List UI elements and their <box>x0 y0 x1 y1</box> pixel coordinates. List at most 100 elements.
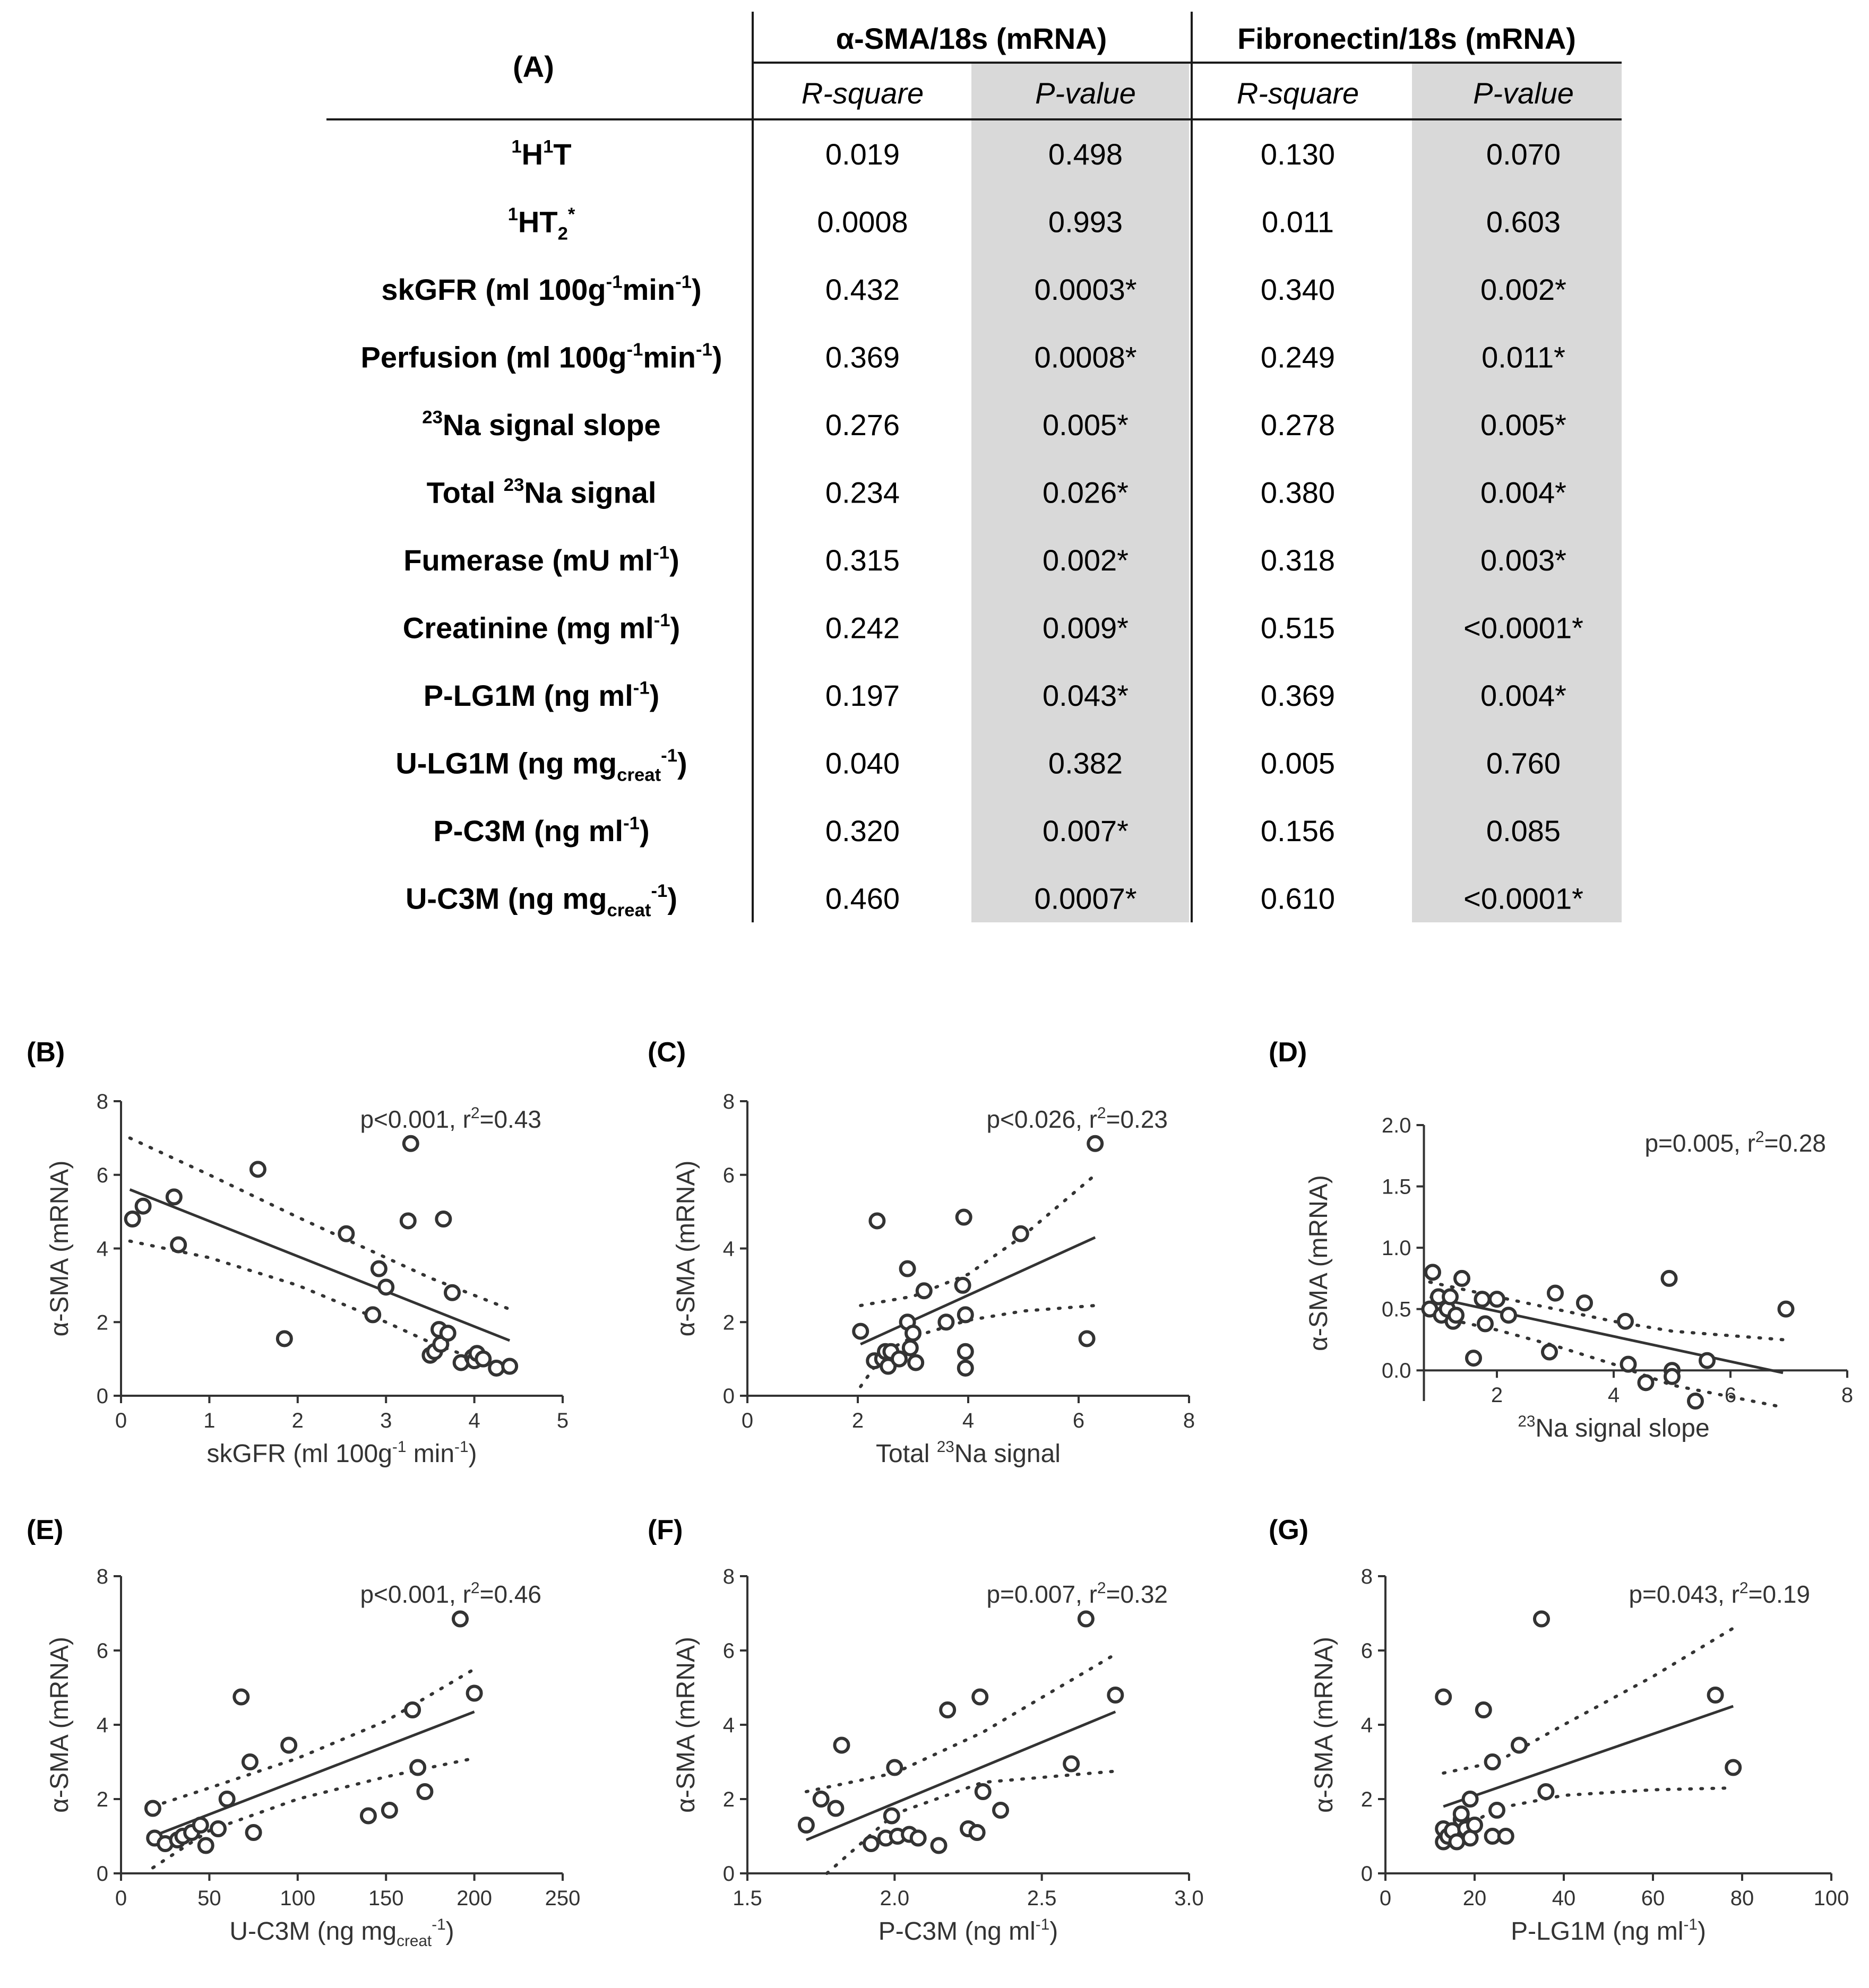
x-tick-label: 3.0 <box>1174 1887 1204 1910</box>
data-point <box>883 1807 900 1825</box>
y-tick-label: 0 <box>723 1862 735 1886</box>
data-point <box>1620 1355 1637 1373</box>
x-tick-label: 80 <box>1730 1887 1754 1910</box>
data-point <box>797 1817 815 1834</box>
table-row: P-LG1M (ng ml-1) 0.197 0.043* 0.369 0.004* <box>424 678 1566 712</box>
row-label: P-LG1M (ng ml-1) <box>424 678 660 712</box>
data-point <box>1475 1701 1492 1718</box>
x-axis-label: Total 23Na signal <box>876 1438 1061 1468</box>
row-value: 0.369 <box>1261 679 1335 712</box>
x-axis-label: U-C3M (ng mgcreat-1) <box>229 1916 454 1950</box>
x-tick-label: 4 <box>468 1409 480 1432</box>
x-tick-label: 60 <box>1641 1887 1665 1910</box>
subheader: P-value <box>1035 76 1136 110</box>
row-value: 0.197 <box>825 679 900 712</box>
table-row: 1HT2* 0.0008 0.993 0.011 0.603 <box>508 204 1561 244</box>
data-point <box>245 1824 262 1841</box>
row-value: 0.315 <box>825 543 900 577</box>
data-point <box>232 1688 250 1706</box>
data-point <box>901 1339 919 1356</box>
data-point <box>249 1161 266 1178</box>
data-point <box>192 1817 209 1834</box>
row-value: 0.0008 <box>817 205 908 239</box>
x-axis-label: P-C3M (ng ml-1) <box>878 1916 1058 1946</box>
y-tick-label: 6 <box>723 1639 735 1663</box>
row-label: Fumerase (mU ml-1) <box>403 543 679 577</box>
data-point <box>409 1759 427 1776</box>
y-tick-label: 2 <box>1361 1788 1373 1811</box>
summary-table: (A) α-SMA/18s (mRNA) Fibronectin/18s (mRNA… <box>326 12 1622 922</box>
row-value: 0.276 <box>825 408 900 442</box>
y-tick-label: 6 <box>97 1164 108 1187</box>
data-point <box>1533 1610 1550 1628</box>
row-value: 0.156 <box>1261 814 1335 848</box>
row-value: 0.498 <box>1048 137 1123 171</box>
data-point <box>905 1325 921 1342</box>
stat-annotation: p=0.007, r2=0.32 <box>986 1579 1168 1608</box>
data-point <box>1488 1802 1505 1819</box>
x-tick-label: 0 <box>115 1887 127 1910</box>
data-point <box>399 1212 417 1230</box>
regression-line <box>805 1710 1116 1842</box>
row-value: 0.007* <box>1043 814 1129 848</box>
data-point <box>1474 1291 1491 1308</box>
data-point <box>937 1313 955 1331</box>
data-point <box>218 1791 236 1808</box>
data-point <box>501 1358 519 1375</box>
y-tick-label: 6 <box>97 1639 108 1663</box>
row-value: 0.043* <box>1043 679 1129 712</box>
data-point <box>1664 1368 1681 1385</box>
data-point <box>1725 1759 1742 1776</box>
panel-label: (E) <box>27 1515 63 1545</box>
x-tick-label: 20 <box>1463 1887 1487 1910</box>
row-value: 0.026* <box>1043 476 1129 509</box>
row-value: 0.234 <box>825 476 900 509</box>
data-point <box>404 1701 421 1718</box>
data-point <box>886 1759 903 1776</box>
row-label: 23Na signal slope <box>422 408 660 442</box>
row-value: 0.249 <box>1261 341 1335 374</box>
y-tick-label: 2 <box>97 1311 108 1334</box>
data-point <box>370 1260 387 1277</box>
row-value: 0.0008* <box>1034 341 1136 374</box>
ci-upper <box>804 1653 1117 1793</box>
x-tick-label: 250 <box>545 1887 581 1910</box>
row-label: 1HT2* <box>508 204 575 244</box>
y-tick-label: 2.0 <box>1382 1114 1411 1137</box>
data-point <box>1537 1783 1555 1800</box>
row-value: 0.610 <box>1261 882 1335 915</box>
ci-upper <box>1442 1627 1735 1775</box>
row-value: 0.380 <box>1261 476 1335 509</box>
data-point <box>444 1284 461 1301</box>
row-label: P-C3M (ng ml-1) <box>433 814 649 848</box>
stat-annotation: p=0.043, r2=0.19 <box>1629 1579 1810 1608</box>
x-tick-label: 8 <box>1841 1384 1853 1407</box>
x-axis-label: 23Na signal slope <box>1518 1413 1709 1442</box>
x-tick-label: 2 <box>852 1409 864 1432</box>
row-label: Total 23Na signal <box>427 475 657 509</box>
data-point <box>1087 1135 1104 1152</box>
data-point <box>134 1197 152 1215</box>
y-tick-label: 0.0 <box>1382 1359 1411 1382</box>
data-point <box>930 1837 948 1854</box>
y-tick-label: 4 <box>723 1238 735 1261</box>
row-value: 0.130 <box>1261 137 1335 171</box>
row-value: 0.009* <box>1043 611 1129 645</box>
x-tick-label: 5 <box>557 1409 569 1432</box>
data-point <box>1077 1610 1095 1628</box>
row-label: U-C3M (ng mgcreat-1) <box>406 881 677 920</box>
data-point <box>915 1282 933 1300</box>
ci-lower <box>1442 1786 1735 1842</box>
p-value-shade-fibronectin <box>1412 63 1622 922</box>
scatter-plot-e: (E) 0 2 4 6 8 0 50 100 150 200 250 α-SMA (mRNA) U-C3M… <box>27 1515 581 1950</box>
data-point <box>170 1236 187 1254</box>
panel-label: (B) <box>27 1037 65 1068</box>
y-axis-label: α-SMA (mRNA) <box>46 1637 74 1813</box>
panel-label: (F) <box>648 1515 683 1545</box>
regression-line <box>1429 1295 1784 1375</box>
x-tick-label: 2.5 <box>1027 1887 1057 1910</box>
data-point <box>1477 1315 1494 1333</box>
x-tick-label: 100 <box>1814 1887 1849 1910</box>
table-row: 1H1T 0.019 0.498 0.130 0.070 <box>511 137 1561 171</box>
data-point <box>899 1260 916 1277</box>
